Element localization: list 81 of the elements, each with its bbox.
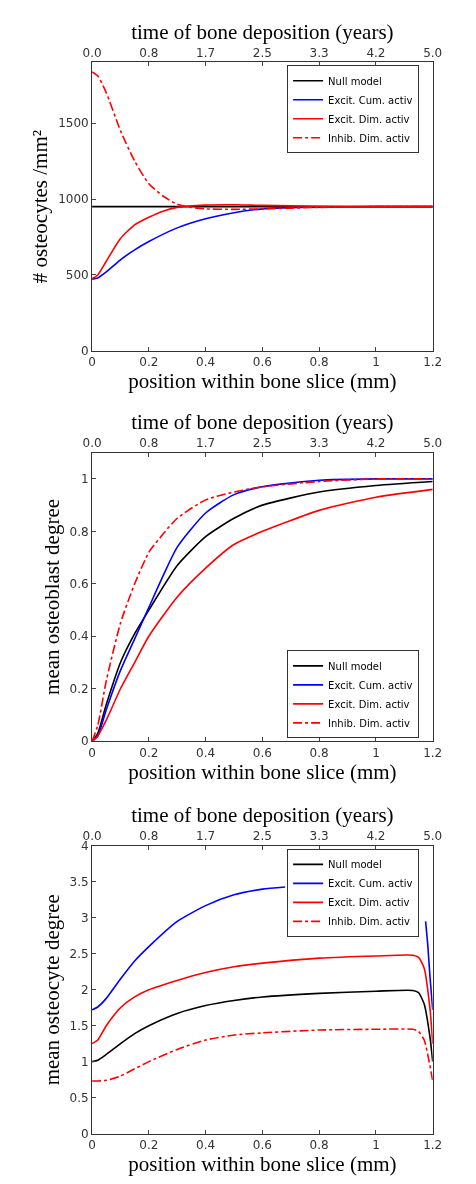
x2-tick-label: 1.7 bbox=[196, 45, 216, 60]
y-tick-label: 3 bbox=[81, 911, 89, 926]
x-axis-title: position within bone slice (mm) bbox=[128, 1151, 397, 1176]
line-series bbox=[92, 989, 433, 1063]
x-tick-label: 1 bbox=[372, 1137, 380, 1152]
x2-tick-label: 0.8 bbox=[139, 435, 159, 450]
x2-tick-label: 4.2 bbox=[366, 45, 386, 60]
legend-label: Excit. Cum. activ bbox=[328, 94, 413, 106]
legend-label: Excit. Cum. activ bbox=[328, 679, 413, 691]
y-tick-label: 500 bbox=[65, 268, 89, 283]
x-tick-label: 0.2 bbox=[139, 745, 159, 760]
x-tick-label: 1.2 bbox=[423, 1137, 443, 1152]
legend-label: Inhib. Dim. activ bbox=[328, 132, 411, 144]
y-axis-title: mean osteoblast degree bbox=[39, 498, 64, 695]
x2-tick-label: 1.7 bbox=[196, 829, 216, 844]
y-tick-label: 1 bbox=[81, 472, 89, 487]
y-tick-label: 0 bbox=[81, 344, 89, 359]
x-tick-label: 1 bbox=[372, 355, 380, 370]
x2-tick-label: 0.8 bbox=[139, 45, 159, 60]
x-tick-label: 1.2 bbox=[423, 355, 443, 370]
x-tick-label: 0.6 bbox=[252, 745, 272, 760]
y-axis-title: mean osteocyte degree bbox=[39, 894, 64, 1086]
x2-tick-label: 5.0 bbox=[423, 435, 443, 450]
y-tick-label: 1000 bbox=[58, 192, 89, 207]
y-tick-label: 0.5 bbox=[69, 1090, 89, 1105]
x2-tick-label: 3.3 bbox=[309, 829, 329, 844]
x-tick-label: 0.8 bbox=[309, 1137, 329, 1152]
x2-tick-label: 3.3 bbox=[309, 435, 329, 450]
x-axis-title: position within bone slice (mm) bbox=[128, 369, 397, 394]
y-tick-label: 0.6 bbox=[69, 577, 89, 592]
x2-tick-label: 0.0 bbox=[82, 45, 102, 60]
x-tick-label: 1 bbox=[372, 745, 380, 760]
y-tick-label: 2.5 bbox=[69, 946, 89, 961]
x2-tick-label: 5.0 bbox=[423, 829, 443, 844]
x-tick-label: 0.6 bbox=[252, 355, 272, 370]
legend-label: Null model bbox=[328, 859, 382, 871]
x-tick-label: 0.2 bbox=[139, 355, 159, 370]
legend-label: Null model bbox=[328, 660, 382, 672]
x2-axis-title: time of bone deposition (years) bbox=[131, 410, 394, 435]
legend-label: Null model bbox=[328, 75, 382, 87]
x-tick-label: 0.4 bbox=[196, 1137, 216, 1152]
y-tick-label: 3.5 bbox=[69, 875, 89, 890]
x2-axis-title: time of bone deposition (years) bbox=[131, 19, 394, 44]
x2-axis-title: time of bone deposition (years) bbox=[131, 803, 394, 828]
x-tick-label: 0.8 bbox=[309, 355, 329, 370]
y-tick-label: 1.5 bbox=[69, 1018, 89, 1033]
x-tick-label: 0.8 bbox=[309, 745, 329, 760]
x-tick-label: 0.4 bbox=[196, 745, 216, 760]
x-tick-label: 1.2 bbox=[423, 745, 443, 760]
y-tick-label: 0 bbox=[81, 1126, 89, 1141]
y-tick-label: 1500 bbox=[58, 116, 89, 131]
y-tick-label: 0.8 bbox=[69, 524, 89, 539]
legend-label: Excit. Cum. activ bbox=[328, 878, 413, 890]
x2-tick-label: 1.7 bbox=[196, 435, 216, 450]
line-series bbox=[92, 954, 433, 1045]
x2-tick-label: 4.2 bbox=[366, 435, 386, 450]
x2-tick-label: 5.0 bbox=[423, 45, 443, 60]
x-tick-label: 0.2 bbox=[139, 1137, 159, 1152]
y-axis-title: # osteocytes /mm² bbox=[28, 129, 53, 284]
x2-tick-label: 0.8 bbox=[139, 829, 159, 844]
legend-label: Inhib. Dim. activ bbox=[328, 916, 411, 928]
legend-label: Excit. Dim. activ bbox=[328, 698, 410, 710]
x2-tick-label: 3.3 bbox=[309, 45, 329, 60]
x2-tick-label: 2.5 bbox=[252, 45, 272, 60]
legend-label: Excit. Dim. activ bbox=[328, 897, 410, 909]
x-axis-title: position within bone slice (mm) bbox=[128, 759, 397, 784]
legend-label: Inhib. Dim. activ bbox=[328, 717, 411, 729]
x-tick-label: 0.6 bbox=[252, 1137, 272, 1152]
x2-tick-label: 4.2 bbox=[366, 829, 386, 844]
y-tick-label: 4 bbox=[81, 839, 89, 854]
x2-tick-label: 0.0 bbox=[82, 435, 102, 450]
y-tick-label: 1 bbox=[81, 1054, 89, 1069]
y-tick-label: 0.2 bbox=[69, 681, 89, 696]
line-series bbox=[92, 1028, 433, 1082]
y-tick-label: 2 bbox=[81, 982, 89, 997]
x-tick-label: 0.4 bbox=[196, 355, 216, 370]
y-tick-label: 0.4 bbox=[69, 629, 89, 644]
x2-tick-label: 2.5 bbox=[252, 829, 272, 844]
legend-label: Excit. Dim. activ bbox=[328, 113, 410, 125]
y-tick-label: 0 bbox=[81, 734, 89, 749]
x2-tick-label: 2.5 bbox=[252, 435, 272, 450]
